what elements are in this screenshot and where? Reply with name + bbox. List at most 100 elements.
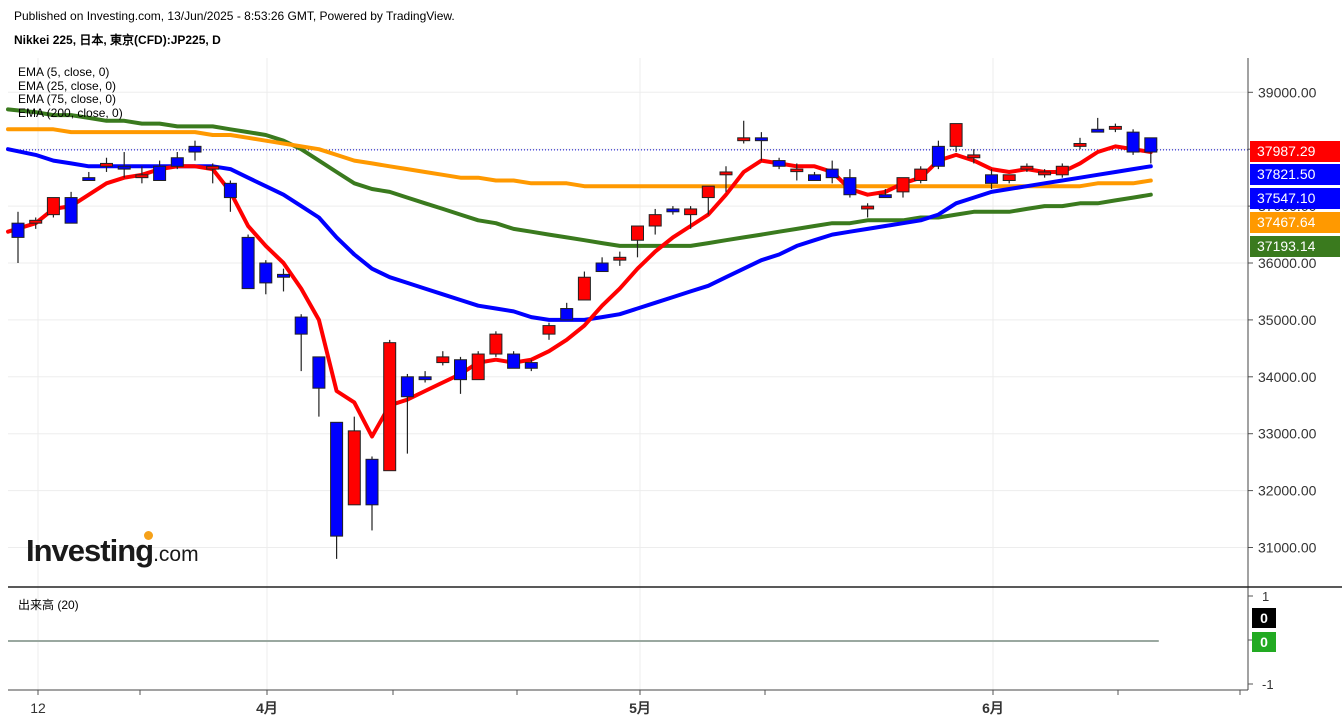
candle-body (1108, 125, 1122, 130)
candle-body (631, 225, 644, 241)
candle-body (418, 376, 432, 381)
ema75-line (6, 127, 1153, 189)
candle-body (949, 123, 963, 147)
x-tick-label: 12 (30, 700, 46, 716)
x-tick-label: 4月 (256, 700, 278, 716)
grid-lines (8, 58, 1248, 690)
candle-body (330, 421, 344, 537)
legend-ema200: EMA (200, close, 0) (18, 105, 123, 120)
y-tick-label: 34000.00 (1258, 369, 1317, 385)
candle-body (754, 137, 768, 142)
legend-ema5: EMA (5, close, 0) (18, 65, 110, 79)
candle-body (613, 256, 627, 261)
volume-tag-top: 0 (1252, 608, 1276, 628)
candle-body (542, 325, 556, 335)
x-tick-label: 5月 (629, 700, 651, 716)
candle-body (737, 137, 751, 142)
candle-body (11, 222, 25, 238)
candle-body (878, 194, 892, 199)
candle-body (153, 165, 167, 181)
published-info: Published on Investing.com, 13/Jun/2025 … (14, 9, 455, 23)
candle-body (772, 160, 786, 167)
candle-body (383, 342, 397, 472)
ema-legend: EMA (5, close, 0) EMA (25, close, 0) EMA… (18, 65, 123, 120)
candle-body (985, 174, 998, 184)
candle-body (595, 262, 609, 273)
candle-body (64, 197, 78, 224)
y-tick-label: 36000.00 (1258, 255, 1317, 271)
last-price-tag: 37987.29 (1250, 141, 1340, 162)
candle-body (259, 262, 273, 284)
investing-logo: Investing.com (26, 531, 199, 569)
ema25-price-tag: 37821.50 (1250, 164, 1340, 185)
candle-body (117, 165, 131, 170)
candle-body (896, 177, 910, 193)
candle-body (701, 185, 715, 199)
ema200-line (6, 107, 1153, 248)
candle-body (684, 208, 698, 216)
candle-body (471, 353, 485, 381)
vol-tick-label: -1 (1262, 677, 1274, 692)
candle-body (489, 333, 503, 355)
candle-body (808, 174, 821, 181)
candle-body (170, 157, 184, 167)
candle-body (223, 182, 237, 199)
candle-body (1002, 174, 1016, 181)
candle-body (1038, 171, 1052, 176)
axes: 39000.0038000.0037000.0036000.0035000.00… (8, 58, 1342, 716)
candle-body (560, 308, 574, 321)
volume-legend: 出来高 (20) (18, 598, 79, 612)
legend-ema25: EMA (25, close, 0) (18, 78, 117, 93)
candle-body (1055, 165, 1069, 176)
candle-body (507, 353, 521, 369)
candle-body (825, 168, 839, 179)
candle-body (914, 168, 928, 181)
candle-body (277, 273, 290, 278)
vol-tick-label: 1 (1262, 589, 1269, 604)
volume-tag-bottom: 0 (1252, 632, 1276, 652)
candle-body (241, 236, 255, 290)
candle-body (436, 356, 450, 364)
candle-body (666, 208, 680, 213)
candle-body (82, 177, 96, 181)
x-tick-label: 6月 (982, 700, 1004, 716)
candle-body (524, 362, 538, 369)
candle-body (400, 376, 414, 398)
candle-body (719, 171, 733, 176)
candle-body (967, 154, 981, 159)
candle-body (347, 430, 361, 506)
candle-body (100, 162, 113, 167)
candle-body (648, 214, 662, 227)
candle-body (135, 174, 149, 179)
candle-body (1144, 137, 1158, 153)
legend-ema75: EMA (75, close, 0) (18, 92, 117, 106)
y-tick-label: 33000.00 (1258, 426, 1317, 442)
candle-body (29, 219, 43, 224)
y-tick-label: 39000.00 (1258, 84, 1317, 100)
candles (11, 117, 1158, 559)
logo-text: Investing (26, 533, 154, 568)
ema5-price-tag: 37547.10 (1250, 188, 1340, 209)
candle-body (1091, 128, 1105, 133)
candle-body (790, 168, 804, 173)
y-tick-label: 35000.00 (1258, 312, 1317, 328)
ema75-price-tag: 37467.64 (1250, 212, 1340, 233)
candle-body (312, 356, 326, 389)
candle-body (861, 205, 875, 210)
candle-body (1020, 165, 1034, 170)
candle-body (206, 165, 220, 170)
candle-body (1126, 131, 1140, 153)
logo-dot-icon (144, 531, 153, 540)
y-tick-label: 32000.00 (1258, 483, 1317, 499)
ema200-price-tag: 37193.14 (1250, 236, 1340, 257)
candle-body (577, 276, 591, 301)
y-tick-label: 31000.00 (1258, 540, 1317, 556)
logo-suffix: .com (153, 543, 199, 566)
candle-body (1073, 143, 1087, 147)
candle-body (454, 359, 467, 381)
symbol-title: Nikkei 225, 日本, 東京(CFD):JP225, D (14, 33, 221, 47)
candle-body (365, 458, 379, 506)
candle-body (46, 197, 60, 216)
candle-body (843, 177, 857, 196)
